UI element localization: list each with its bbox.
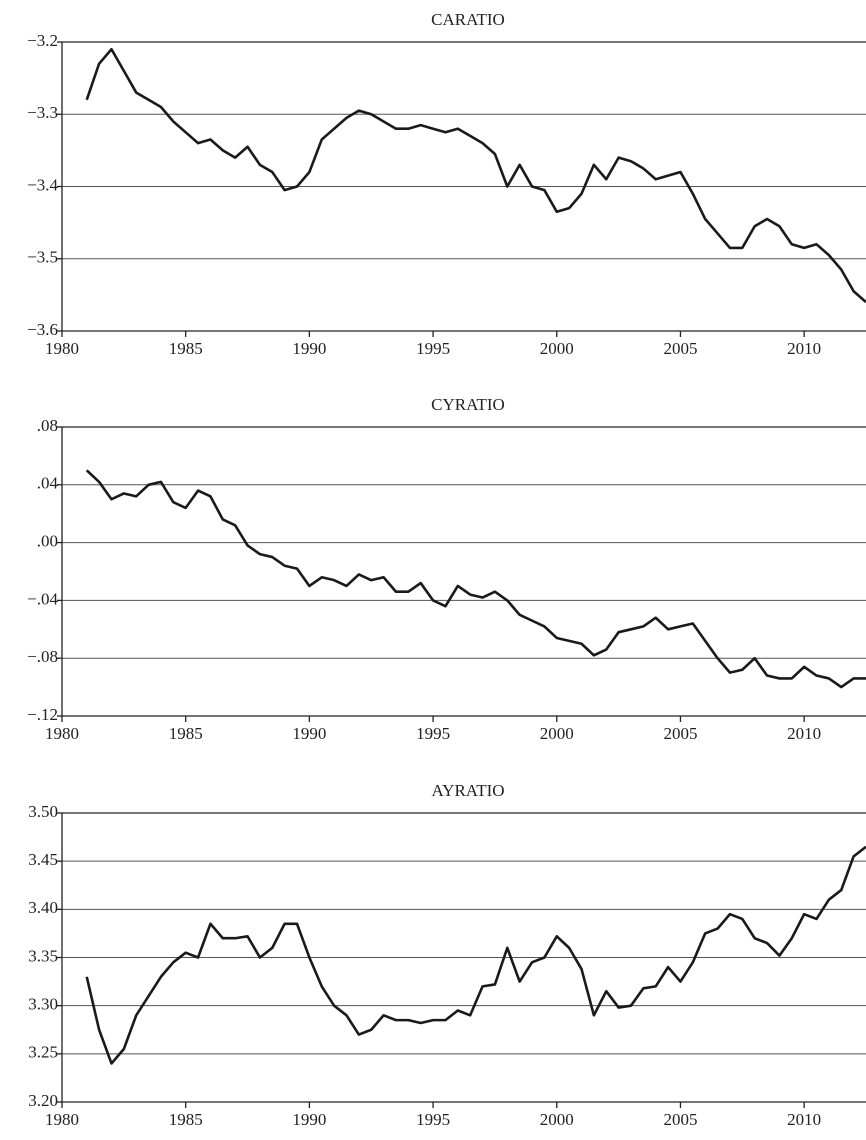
x-tick-label: 1985	[169, 724, 203, 743]
y-tick-label: −.04	[27, 589, 58, 608]
x-tick-label: 1980	[45, 339, 79, 358]
data-line	[85, 845, 866, 1065]
x-tick-label: 2000	[540, 724, 574, 743]
y-tick-label: .08	[37, 416, 58, 435]
x-tick-label: 1995	[416, 724, 450, 743]
data-line	[85, 469, 866, 689]
y-tick-label: −3.5	[27, 248, 58, 267]
y-tick-label: −3.4	[27, 175, 58, 194]
x-tick-label: 1980	[45, 724, 79, 743]
x-tick-label: 2005	[663, 339, 697, 358]
y-tick-label: −.08	[27, 647, 58, 666]
y-tick-label: .04	[37, 474, 59, 493]
x-tick-label: 2005	[663, 1110, 697, 1129]
y-tick-label: 3.35	[28, 946, 58, 965]
x-tick-label: 1980	[45, 1110, 79, 1129]
y-tick-label: −3.3	[27, 103, 58, 122]
x-tick-label: 1985	[169, 339, 203, 358]
y-tick-label: 3.25	[28, 1043, 58, 1062]
chart-title: CYRATIO	[431, 395, 505, 414]
y-tick-label: 3.20	[28, 1091, 58, 1110]
y-tick-label: 3.40	[28, 898, 58, 917]
y-tick-label: .00	[37, 532, 58, 551]
chart-title: AYRATIO	[431, 781, 504, 800]
x-tick-label: 1985	[169, 1110, 203, 1129]
y-tick-label: 3.30	[28, 995, 58, 1014]
x-tick-label: 1990	[292, 724, 326, 743]
y-tick-label: −3.6	[27, 320, 58, 339]
x-tick-label: 1990	[292, 1110, 326, 1129]
x-tick-label: 1990	[292, 339, 326, 358]
x-tick-label: 2000	[540, 1110, 574, 1129]
x-tick-label: 1995	[416, 339, 450, 358]
x-tick-label: 2000	[540, 339, 574, 358]
x-tick-label: 2010	[787, 724, 821, 743]
x-tick-label: 1995	[416, 1110, 450, 1129]
x-tick-label: 2005	[663, 724, 697, 743]
y-tick-label: −.12	[27, 705, 58, 724]
chart-title: CARATIO	[431, 10, 505, 29]
x-tick-label: 2010	[787, 1110, 821, 1129]
data-line	[85, 47, 866, 304]
y-tick-label: 3.45	[28, 850, 58, 869]
x-tick-label: 2010	[787, 339, 821, 358]
y-tick-label: 3.50	[28, 802, 58, 821]
y-tick-label: −3.2	[27, 31, 58, 50]
